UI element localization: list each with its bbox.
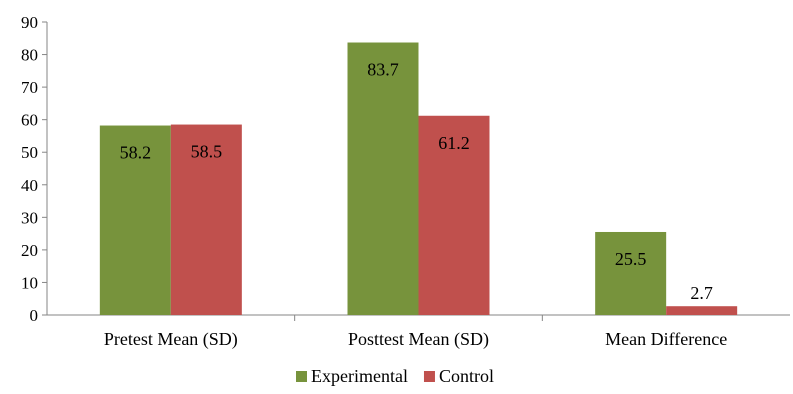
data-label: 2.7 <box>690 283 713 303</box>
legend-label: Experimental <box>311 366 408 386</box>
bar-control <box>170 124 242 315</box>
y-tick-label: 40 <box>21 176 38 195</box>
y-tick-label: 0 <box>30 306 39 325</box>
legend-swatch <box>423 371 435 382</box>
y-tick-label: 50 <box>21 143 38 162</box>
data-label: 83.7 <box>367 60 399 80</box>
y-tick-label: 80 <box>21 46 38 65</box>
y-tick-label: 30 <box>21 208 38 227</box>
legend-swatch <box>296 371 307 382</box>
y-tick-label: 20 <box>21 241 38 260</box>
data-label: 25.5 <box>615 249 647 269</box>
bar-control <box>666 306 738 315</box>
data-label: 61.2 <box>438 133 470 153</box>
data-label: 58.5 <box>191 142 223 162</box>
y-tick-label: 10 <box>21 273 38 292</box>
bar-experimental <box>347 42 419 315</box>
x-tick-label: Pretest Mean (SD) <box>104 329 238 350</box>
x-tick-label: Posttest Mean (SD) <box>348 329 489 350</box>
y-tick-label: 90 <box>21 13 38 32</box>
data-label: 58.2 <box>120 143 152 163</box>
bars <box>99 42 738 315</box>
y-tick-label: 70 <box>21 78 38 97</box>
bar-control <box>418 115 490 315</box>
bar-experimental <box>99 125 171 315</box>
legend-label: Control <box>439 366 494 386</box>
x-tick-label: Mean Difference <box>605 329 727 349</box>
bar-experimental <box>595 231 667 315</box>
y-tick-label: 60 <box>21 111 38 130</box>
legend: Experimental Control <box>296 366 494 386</box>
axes: 0 10 20 30 40 50 60 70 80 90 Pretest Mean (SD) Post… <box>21 13 790 350</box>
data-labels: 58.2 58.5 83.7 61.2 25.5 2.7 <box>120 60 713 304</box>
